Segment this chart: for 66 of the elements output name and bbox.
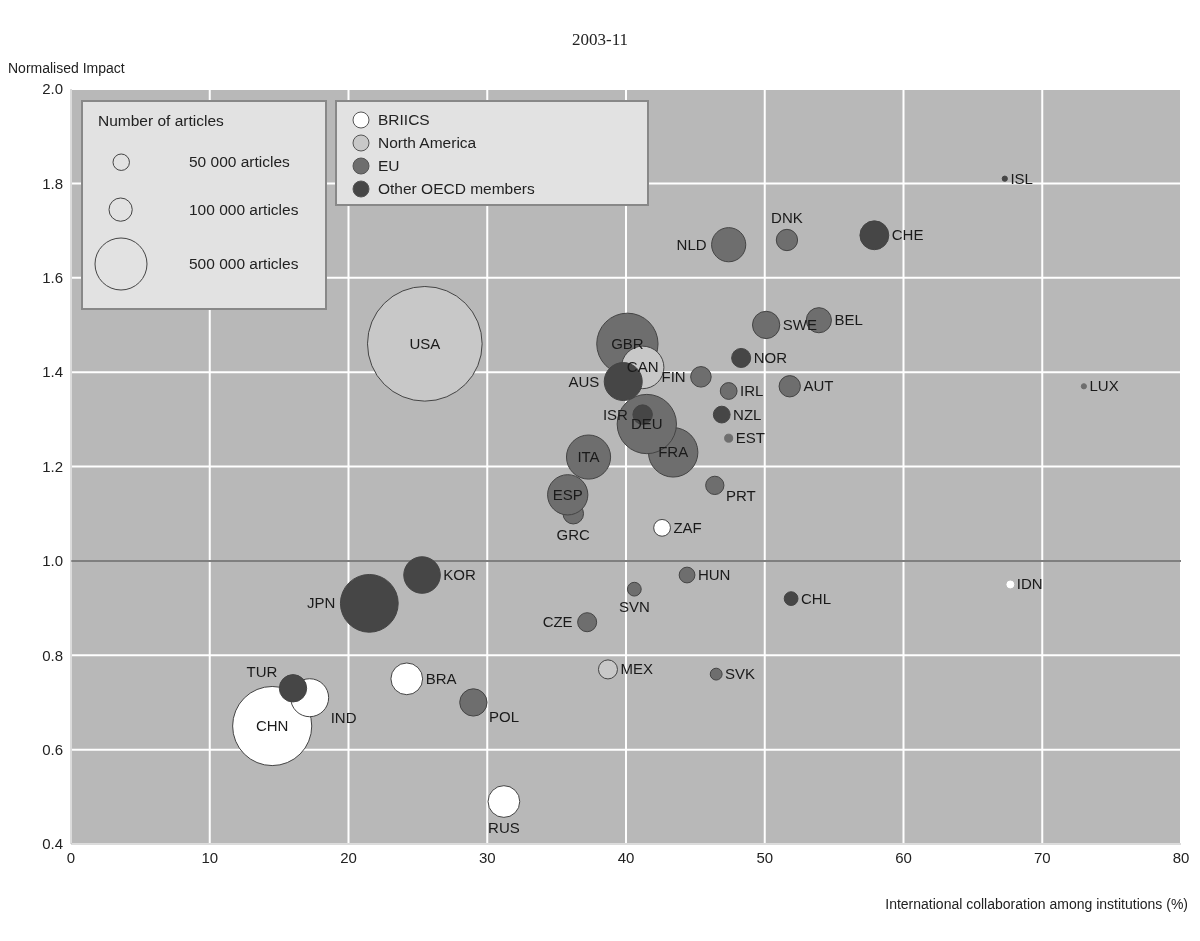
- x-tick-label: 60: [895, 848, 912, 866]
- data-label: IND: [330, 708, 357, 726]
- data-label: ITA: [577, 448, 600, 466]
- data-label: PRT: [725, 486, 756, 504]
- x-tick-label: 80: [1172, 848, 1190, 866]
- data-label: JPN: [307, 594, 336, 612]
- data-label: BEL: [834, 311, 863, 329]
- x-axis-title: International collaboration among institutions (%): [885, 896, 1188, 912]
- y-tick-label: 1.6: [42, 269, 63, 287]
- data-label: CZE: [542, 613, 573, 631]
- data-label: BRA: [425, 669, 457, 687]
- y-tick-label: 1.4: [42, 363, 63, 381]
- y-tick-label: 0.6: [42, 740, 63, 758]
- y-tick-label: 1.2: [42, 457, 63, 475]
- data-label: FRA: [658, 443, 689, 461]
- data-label: NOR: [753, 348, 788, 366]
- x-tick-label: 30: [478, 848, 496, 866]
- y-tick-label: 1.8: [42, 174, 63, 192]
- data-label: SVK: [725, 665, 756, 683]
- data-label: TUR: [246, 662, 278, 680]
- legend-label: 100 000 articles: [189, 201, 299, 219]
- data-label: CHN: [255, 717, 289, 735]
- data-label: DNK: [771, 209, 803, 227]
- x-tick-label: 0: [66, 848, 76, 866]
- data-label: LUX: [1089, 377, 1119, 395]
- data-label: CHE: [891, 226, 924, 244]
- data-label: DEU: [630, 415, 663, 433]
- data-label: POL: [489, 708, 520, 726]
- data-label: KOR: [443, 566, 476, 584]
- data-label: NZL: [733, 405, 762, 423]
- data-label: RUS: [488, 819, 520, 837]
- chart-title: 2003-11: [571, 30, 629, 50]
- data-label: NLD: [676, 235, 707, 253]
- x-tick-label: 20: [340, 848, 357, 866]
- y-tick-label: 1.0: [42, 552, 63, 570]
- x-tick-label: 70: [1033, 848, 1051, 866]
- data-label: ZAF: [673, 518, 702, 536]
- data-label: ESP: [552, 485, 583, 503]
- y-tick-label: 0.8: [42, 646, 63, 664]
- x-tick-label: 50: [756, 848, 774, 866]
- y-tick-label: 2.0: [42, 80, 63, 98]
- legend-label: 50 000 articles: [189, 153, 290, 171]
- data-label: GRC: [556, 525, 591, 543]
- legend-label: 500 000 articles: [189, 255, 299, 273]
- legend-label: BRIICS: [378, 110, 430, 129]
- data-label: AUS: [568, 372, 600, 390]
- data-label: CHL: [800, 589, 832, 607]
- y-axis-title: Normalised Impact: [8, 60, 125, 76]
- legend-title: Number of articles: [98, 112, 224, 130]
- data-label: USA: [409, 334, 441, 352]
- data-label: GBR: [611, 334, 644, 352]
- data-label: SVN: [618, 598, 650, 616]
- data-label: AUT: [803, 377, 834, 395]
- x-tick-label: 40: [617, 848, 635, 866]
- data-label: HUN: [697, 566, 731, 584]
- data-label: EST: [735, 429, 765, 447]
- legend-label: EU: [378, 156, 400, 175]
- y-tick-label: 0.4: [42, 835, 63, 853]
- data-label: ISL: [1010, 169, 1033, 187]
- data-label: IDN: [1016, 575, 1043, 593]
- legend-label: Other OECD members: [378, 179, 535, 198]
- data-label: IRL: [740, 382, 764, 399]
- x-tick-label: 10: [201, 848, 219, 866]
- data-label: MEX: [620, 660, 653, 678]
- legend-label: North America: [378, 133, 477, 152]
- data-label: FIN: [661, 367, 686, 385]
